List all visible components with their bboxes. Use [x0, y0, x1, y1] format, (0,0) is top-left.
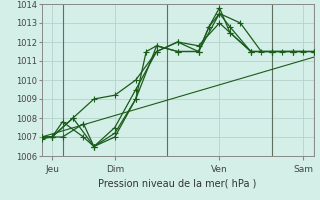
X-axis label: Pression niveau de la mer( hPa ): Pression niveau de la mer( hPa )	[99, 178, 257, 188]
